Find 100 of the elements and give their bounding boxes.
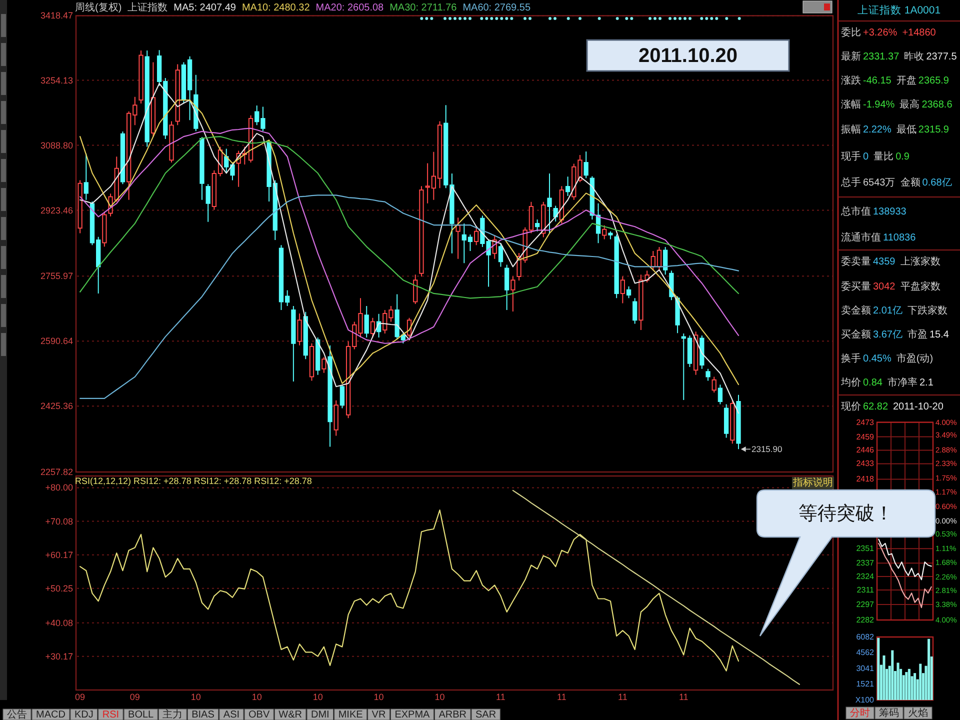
text: 委卖量 <box>841 256 871 268</box>
y-tick-label: +60.17 <box>45 550 73 560</box>
text: 2.22% <box>863 124 892 136</box>
tab: MIKE <box>334 708 368 720</box>
y-tick-label: X100 <box>855 696 875 704</box>
tab: W&R <box>274 708 306 720</box>
text: 量比 <box>874 150 894 162</box>
tab: ASI <box>219 708 244 720</box>
y-tick-label: 2433 <box>856 459 875 468</box>
text: 2315.9 <box>918 124 950 136</box>
text: 振幅 <box>841 124 861 136</box>
text: MA20: 2605.08 <box>316 2 384 14</box>
y-tick-label: 3041 <box>856 664 875 673</box>
text: 上涨家数 <box>900 256 940 268</box>
text: MA30: 2711.76 <box>390 2 458 14</box>
text: 6543万 <box>863 178 896 188</box>
text: 上证指数 1A0001 <box>857 4 941 16</box>
chart-title: 周线(复权) <box>75 2 122 14</box>
y-tick-label: 3418.47 <box>40 10 73 21</box>
tab: 公告 <box>2 708 32 720</box>
text: 市盈(动) <box>896 352 934 364</box>
y-tick-label: 2324 <box>856 572 875 582</box>
text: 2365.9 <box>918 76 950 86</box>
text: 昨收 <box>904 50 924 62</box>
y-tick-label: 1521 <box>856 680 875 689</box>
text: 金额 <box>900 176 920 188</box>
text: 3042 <box>873 282 896 292</box>
tab: 火焰 <box>904 706 932 720</box>
y-tick-label: 3254.13 <box>40 75 73 86</box>
text: 0.9 <box>896 152 910 162</box>
text: 最低 <box>896 124 916 136</box>
y-tick-label: 2282 <box>856 616 875 624</box>
tab: SAR <box>471 708 500 720</box>
text: 现价 <box>841 400 861 412</box>
y-tick-label: 2590.64 <box>40 336 73 346</box>
tab: 分时 <box>846 706 874 720</box>
y-tick-label: 2257.82 <box>40 467 73 477</box>
text: MA10: 2480.32 <box>242 2 310 14</box>
y-tick-label: 2446 <box>856 446 875 455</box>
text: -46.15 <box>863 76 892 86</box>
y-tick-label: 2755.97 <box>40 271 73 282</box>
y-tick-label: 4562 <box>856 648 875 658</box>
text: -1.94% <box>863 100 895 110</box>
text: 委买量 <box>841 280 871 292</box>
y-tick-label: +50.25 <box>45 583 73 594</box>
text: 均价 <box>840 376 861 388</box>
y-tick-label: 2351 <box>856 544 875 554</box>
x-tick-label: 10 <box>312 692 323 702</box>
text: 涨幅 <box>841 98 861 110</box>
text: 2331.37 <box>863 52 900 62</box>
text: 15.4 <box>930 330 950 340</box>
x-tick-label: 10 <box>434 692 445 702</box>
tab: RSI <box>98 708 124 720</box>
text: 2.01亿 <box>873 306 902 316</box>
tab: BIAS <box>187 708 219 720</box>
text: 涨跌 <box>841 74 861 86</box>
y-tick-label: +80.00 <box>45 482 73 493</box>
x-tick-label: 11 <box>678 692 688 702</box>
text: 138933 <box>873 206 907 218</box>
text: MA60: 2769.55 <box>462 2 531 14</box>
text: 委比 <box>841 26 861 38</box>
y-tick-label: +40.08 <box>45 618 73 628</box>
x-tick-label: 11 <box>496 692 506 702</box>
tab: MACD <box>32 708 70 720</box>
text: 最新 <box>841 50 861 62</box>
annotation: 2315.90 <box>752 444 782 454</box>
annotation: 2011.10.20 <box>638 45 738 67</box>
text: 0.45% <box>863 354 892 364</box>
y-tick-label: +70.08 <box>45 516 73 526</box>
text: 总市值 <box>840 206 871 218</box>
y-tick-label: 2297 <box>856 600 875 609</box>
text: 市盈 <box>908 328 928 340</box>
text: 总手 <box>840 176 861 188</box>
text: 卖金额 <box>841 304 871 316</box>
x-tick-label: 10 <box>190 692 201 702</box>
tab: KDJ <box>70 708 98 720</box>
y-tick-label: 2337 <box>856 558 875 568</box>
x-tick-label: 09 <box>75 692 86 702</box>
tab: 筹码 <box>874 706 904 720</box>
text: 2.1 <box>920 378 934 388</box>
text: 0.68亿 <box>922 178 952 188</box>
text: 2368.6 <box>922 100 953 110</box>
annotation: 等待突破！ <box>798 502 894 524</box>
tab: DMI <box>306 708 334 720</box>
tab: BOLL <box>124 708 158 720</box>
text: 110836 <box>883 232 916 244</box>
chart-subtitle: 上证指数 <box>128 2 168 14</box>
y-tick-label: 2418 <box>856 474 875 484</box>
y-tick-label: 2311 <box>856 585 875 594</box>
text: 0 <box>863 152 869 162</box>
text: 市净率 <box>888 376 918 388</box>
text: MA5: 2407.49 <box>174 2 236 14</box>
y-tick-label: +30.17 <box>45 651 73 662</box>
y-tick-label: 3088.80 <box>40 140 73 150</box>
text: 买金额 <box>841 328 871 340</box>
tab: EXPMA <box>390 708 434 720</box>
y-tick-label: 2425.36 <box>40 401 73 412</box>
y-tick-label: 2473 <box>856 418 875 427</box>
y-tick-label: 2459 <box>856 432 875 442</box>
y-tick-label: 2923.46 <box>40 205 73 216</box>
